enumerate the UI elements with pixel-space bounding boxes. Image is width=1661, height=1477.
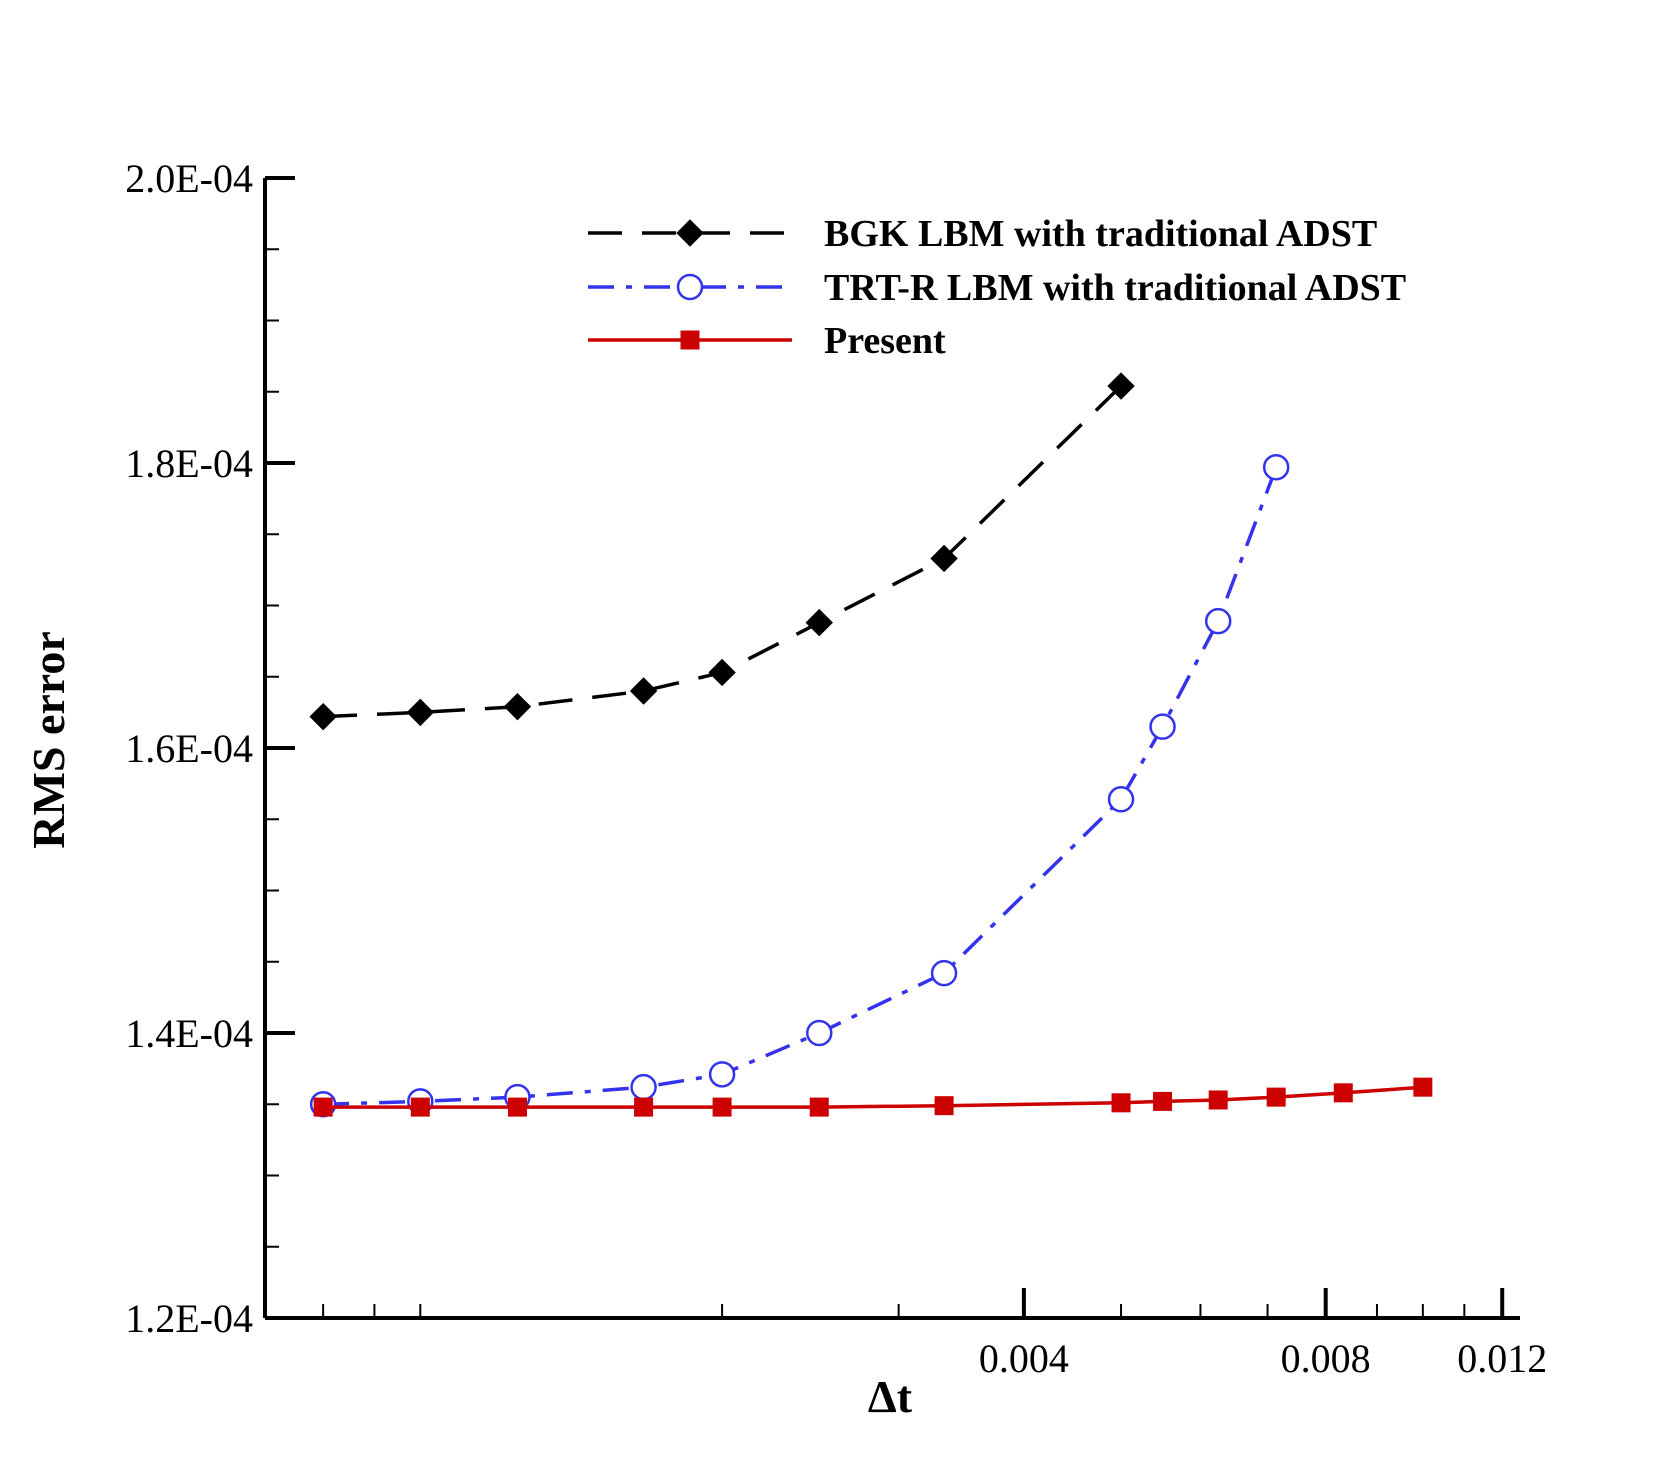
data-point [309,702,337,731]
data-point [809,1097,829,1117]
x-tick-label: 0.012 [1457,1336,1547,1381]
y-tick-label: 1.2E-04 [125,1296,253,1341]
data-point [1333,1083,1353,1103]
y-tick-label: 1.8E-04 [125,441,253,486]
data-point [712,1097,732,1117]
data-point [930,959,958,987]
data-point [805,1019,833,1047]
legend-label: BGK LBM with traditional ADST [824,213,1377,255]
series-line [323,384,1123,719]
legend-marker [676,219,704,247]
y-tick-label: 1.4E-04 [125,1011,253,1056]
axes-layer: 1.2E-04 1.4E-04 1.6E-04 1.8E-04 2.0E-04 0.004… [125,156,1547,1381]
series-0 [309,372,1135,731]
x-axis-title: Δt [868,1371,913,1422]
y-tick-label: 2.0E-04 [125,156,253,201]
x-tick-label: 0.004 [979,1336,1069,1381]
data-point [1262,454,1290,481]
series-2 [313,1077,1433,1117]
data-point [930,544,958,573]
data-point [1149,713,1176,740]
data-point [1153,1091,1173,1111]
data-point [934,1096,954,1116]
legend-label: Present [824,320,946,362]
data-point [1111,1093,1131,1113]
data-point [630,1073,657,1101]
legend-marker [676,273,704,301]
data-point [1204,607,1232,635]
data-point [708,658,736,687]
legend-label: TRT-R LBM with traditional ADST [824,267,1406,309]
data-point [503,692,532,721]
x-tick-label: 0.008 [1281,1336,1371,1381]
series-layer [309,372,1433,1118]
data-point [634,1097,654,1117]
data-point [1266,1087,1286,1107]
data-point [708,1061,736,1088]
data-point [1208,1090,1228,1110]
y-tick-label: 1.6E-04 [125,726,253,771]
legend: BGK LBM with traditional ADST TRT-R LBM w… [588,213,1406,362]
y-axis-title: RMS error [23,631,74,849]
data-point [629,677,658,705]
data-point [1413,1077,1433,1097]
data-point [805,608,833,637]
data-point [410,1097,430,1117]
data-point [507,1097,527,1117]
data-point [1107,786,1135,813]
data-point [313,1097,333,1117]
legend-marker [680,330,700,350]
data-point [1107,372,1135,400]
data-point [406,698,435,727]
series-1 [309,454,1290,1118]
